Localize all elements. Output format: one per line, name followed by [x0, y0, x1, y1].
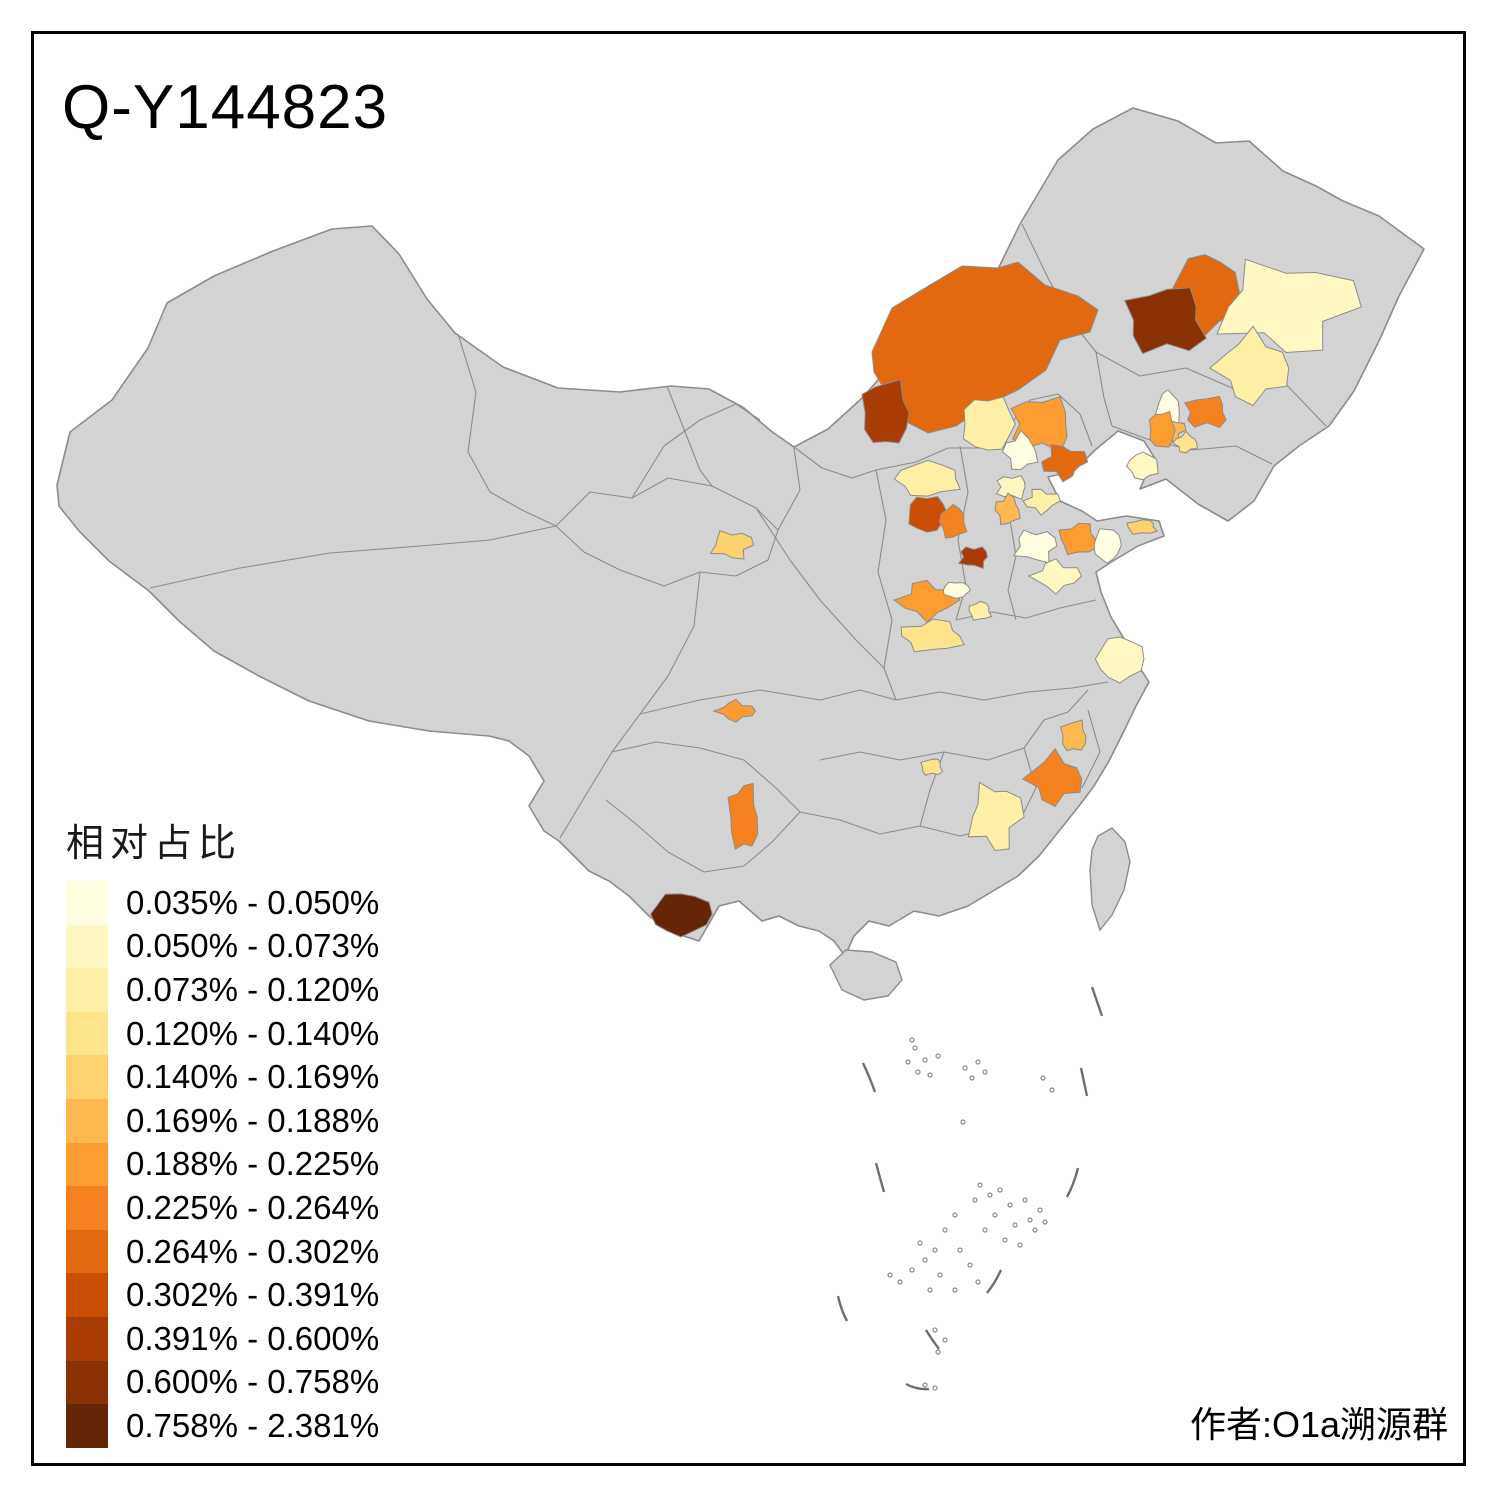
legend-item: 0.600% - 0.758% — [66, 1360, 380, 1405]
map-region-fujian-northwest-orange — [1021, 747, 1083, 808]
map-region-jinan-east-cream — [1093, 528, 1122, 564]
map-region-dezhou-lightorange — [994, 492, 1021, 526]
map-region-yunnan-south-dark — [650, 893, 713, 938]
map-region-cangzhou-pale — [1022, 488, 1062, 516]
legend-item: 0.140% - 0.169% — [66, 1055, 379, 1099]
legend-swatch — [66, 881, 108, 925]
legend-swatch — [66, 1011, 108, 1056]
page-title: Q-Y144823 — [62, 73, 389, 142]
legend-label: 0.600% - 0.758% — [126, 1363, 380, 1401]
legend-label: 0.035% - 0.050% — [126, 883, 380, 921]
legend-label: 0.073% - 0.120% — [126, 970, 380, 1008]
legend-item: 0.120% - 0.140% — [66, 1011, 380, 1056]
map-region-kaifeng-pale — [968, 600, 993, 621]
map-region-pingliang-gansu — [709, 530, 755, 560]
map-region-jiangsu-coast-pale — [1094, 636, 1145, 684]
map-region-heilongjiang-east-south — [1209, 325, 1290, 407]
map-region-hubei-west-pale — [920, 758, 944, 776]
legend-swatch — [66, 1055, 108, 1099]
legend-item: 0.035% - 0.050% — [66, 881, 379, 925]
map-region-harbin-area — [1123, 287, 1207, 355]
south-china-sea-islands — [836, 986, 1104, 1391]
map-region-zhejiang-west-lightorange — [1059, 719, 1087, 752]
legend-swatch — [66, 968, 108, 1012]
legend-swatch — [66, 924, 108, 969]
map-region-tangshan — [1041, 443, 1089, 483]
legend-item: 0.391% - 0.600% — [66, 1316, 380, 1361]
legend-swatch — [66, 1273, 108, 1317]
legend-item: 0.302% - 0.391% — [66, 1273, 379, 1317]
legend-item: 0.050% - 0.073% — [66, 924, 380, 969]
map-region-jining-pale — [1027, 558, 1083, 595]
map-region-liaoning-mid-pale — [1171, 430, 1198, 454]
map-region-guangdong-east-pale — [967, 781, 1025, 852]
map-region-beijing — [1001, 429, 1039, 471]
legend-label: 0.758% - 2.381% — [126, 1406, 380, 1444]
legend-item: 0.225% - 0.264% — [66, 1186, 379, 1230]
colored-regions — [650, 254, 1362, 938]
map-region-zhengzhou-cream — [942, 581, 971, 599]
map-region-weihai-lightorange — [1126, 519, 1159, 535]
legend-label: 0.120% - 0.140% — [126, 1014, 380, 1052]
map-region-sanmenxia-pale — [900, 618, 965, 653]
legend-item: 0.073% - 0.120% — [66, 968, 379, 1012]
legend-label: 0.391% - 0.600% — [126, 1319, 380, 1357]
map-region-baoding-pale — [995, 475, 1026, 500]
map-region-yunnan-north-orange — [727, 782, 759, 850]
attribution-text: 作者:O1a溯源群 — [1189, 1404, 1448, 1445]
legend-label: 0.264% - 0.302% — [126, 1232, 380, 1270]
legend-swatch — [66, 1360, 108, 1405]
legend-label: 0.050% - 0.073% — [126, 927, 380, 965]
legend-item: 0.264% - 0.302% — [66, 1229, 380, 1274]
legend-label: 0.169% - 0.188% — [126, 1101, 380, 1139]
map-region-liaodong-orange — [1148, 410, 1176, 448]
legend-item: 0.188% - 0.225% — [66, 1142, 380, 1187]
legend-item: 0.169% - 0.188% — [66, 1098, 380, 1143]
legend-swatch — [66, 1142, 108, 1187]
legend-swatch — [66, 1098, 108, 1143]
map-region-anyang-dark — [957, 546, 988, 569]
legend-label: 0.302% - 0.391% — [126, 1276, 380, 1314]
map-region-sichuan-central-orange — [712, 698, 757, 723]
map-region-shanxi-north-pale — [893, 459, 961, 497]
map-region-shijiazhuang-east-orange — [938, 503, 968, 539]
legend-label: 0.140% - 0.169% — [126, 1058, 380, 1096]
map-region-jinan-orange — [1058, 522, 1098, 556]
legend-swatch — [66, 1229, 108, 1274]
legend-swatch — [66, 1316, 108, 1361]
legend-item: 0.758% - 2.381% — [66, 1404, 379, 1448]
map-region-shijiazhuang-dark — [908, 496, 949, 533]
legend: 相对占比 0.035% - 0.050% 0.050% - 0.073% 0.073… — [66, 812, 379, 1448]
map-region-inner-mongolia-west — [861, 379, 910, 444]
legend-swatch — [66, 1404, 108, 1448]
legend-label: 0.188% - 0.225% — [126, 1145, 380, 1183]
legend-label: 0.225% - 0.264% — [126, 1188, 380, 1226]
map-region-jilin-city-orange — [1184, 395, 1227, 428]
legend-title: 相对占比 — [66, 823, 243, 865]
map-region-zhangjiakou — [962, 396, 1016, 451]
legend-swatch — [66, 1186, 108, 1230]
legend-items: 0.035% - 0.050% 0.050% - 0.073% 0.073% - 0… — [66, 881, 379, 1448]
map-region-liaodong-tip-pale — [1125, 451, 1159, 481]
